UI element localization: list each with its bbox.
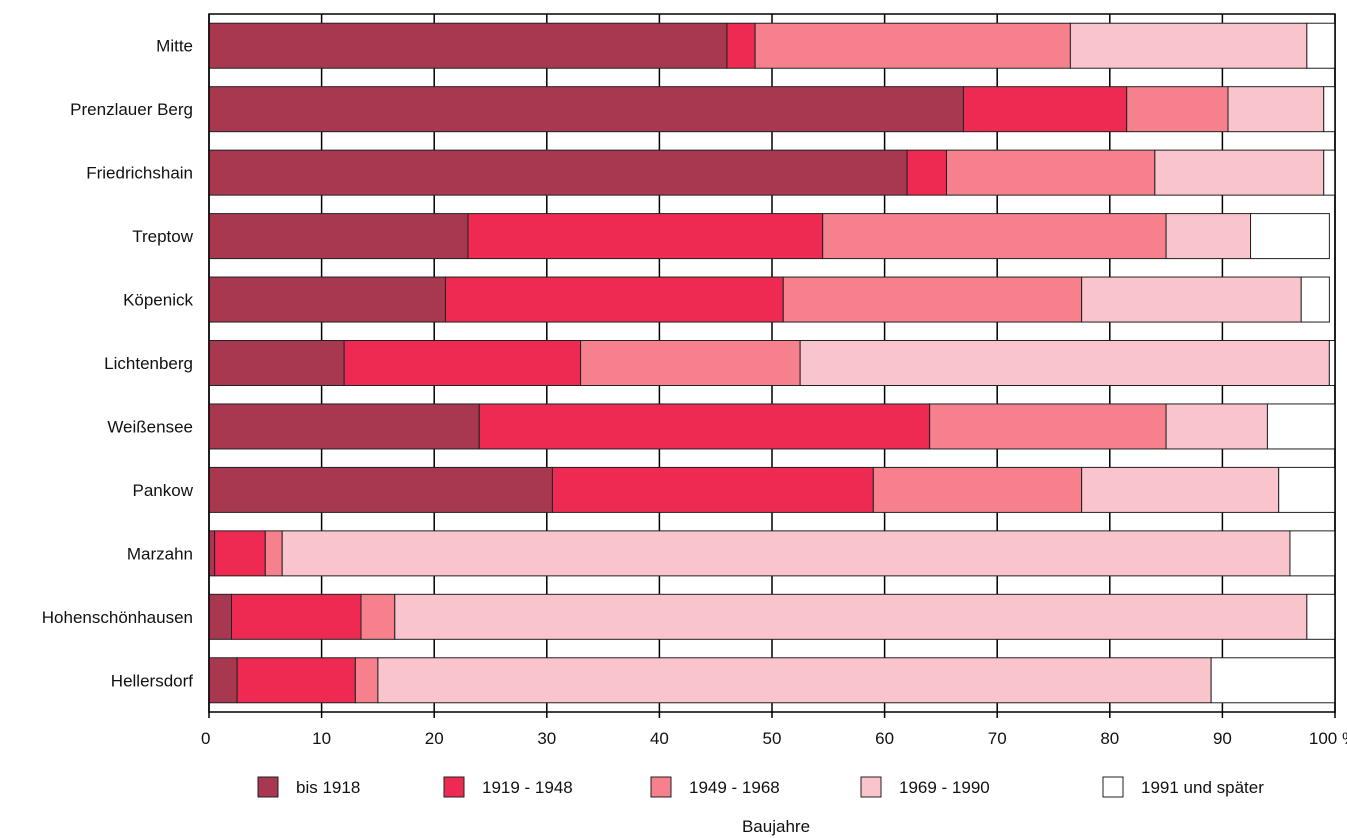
bar-mitte-bis-1918 [208,22,728,69]
x-tick-label: 50 [763,729,782,748]
bar-hellersdorf-1969-1990 [377,657,1212,704]
bar-prenzlauer-berg-1991-und-spaeter [1323,86,1336,133]
bar-koepenick-1969-1990 [1081,276,1302,323]
x-axis-ticks: 0 10 20 30 40 50 60 70 80 90 100 % [201,712,1347,748]
bar-hellersdorf-1949-1968 [354,657,379,704]
legend-item-1919-1948: 1919 - 1948 [443,776,573,798]
bar-friedrichshain-1991-und-spaeter [1323,149,1336,196]
legend: bis 1918 1919 - 1948 1949 - 1968 1969 - 199… [257,776,1264,798]
bar-pankow-bis-1918 [208,466,553,513]
x-tick-label: 10 [312,729,331,748]
legend-label: 1949 - 1968 [689,778,780,797]
category-label-pankow: Pankow [133,481,194,500]
bar-pankow-1949-1968 [872,466,1083,513]
x-tick-label: 90 [1213,729,1232,748]
bar-prenzlauer-berg-1949-1968 [1126,86,1229,133]
bar-hohenschoenhausen-bis-1918 [208,593,233,640]
bar-lichtenberg-1919-1948 [343,340,582,386]
category-label-weissensee: Weißensee [107,417,193,436]
bar-marzahn-1991-und-spaeter [1289,530,1336,577]
x-axis-label: Baujahre [742,817,810,836]
bar-mitte-1919-1948 [726,22,756,69]
legend-item-1949-1968: 1949 - 1968 [650,776,780,798]
bar-prenzlauer-berg-bis-1918 [208,86,964,133]
legend-swatch [1102,776,1124,798]
x-tick-label: 40 [650,729,669,748]
legend-swatch [860,776,882,798]
bar-lichtenberg-1949-1968 [580,340,801,386]
bar-weissensee-1949-1968 [929,403,1167,450]
legend-label: 1991 und später [1141,778,1264,797]
bar-hellersdorf-1991-und-spaeter [1210,657,1336,704]
bar-prenzlauer-berg-1919-1948 [962,86,1128,133]
bar-treptow-1919-1948 [467,213,824,260]
bar-weissensee-1969-1990 [1165,403,1268,450]
bar-pankow-1919-1948 [551,466,874,513]
bar-friedrichshain-bis-1918 [208,149,908,196]
bar-marzahn-1969-1990 [281,530,1291,577]
bar-koepenick-bis-1918 [208,276,446,323]
legend-swatch [650,776,672,798]
bar-weissensee-bis-1918 [208,403,480,450]
category-label-mitte: Mitte [156,37,193,56]
bar-mitte-1949-1968 [754,22,1071,69]
category-label-hellersdorf: Hellersdorf [111,671,193,690]
bar-treptow-1969-1990 [1165,213,1252,260]
x-tick-label: 80 [1100,729,1119,748]
category-label-prenzlauer-berg: Prenzlauer Berg [70,100,193,119]
bar-friedrichshain-1949-1968 [946,149,1156,196]
category-label-hohenschoenhausen: Hohenschönhausen [42,608,193,627]
bar-hellersdorf-1919-1948 [236,657,356,704]
legend-item-1991-und-spaeter: 1991 und später [1102,776,1264,798]
category-label-marzahn: Marzahn [127,544,193,563]
x-tick-label: 100 % [1309,729,1347,748]
bar-koepenick-1919-1948 [444,276,784,323]
bar-prenzlauer-berg-1969-1990 [1227,86,1325,133]
category-label-koepenick: Köpenick [123,291,193,310]
x-tick-label: 30 [537,729,556,748]
category-label-lichtenberg: Lichtenberg [104,354,193,373]
bar-marzahn-1949-1968 [264,530,283,577]
bar-mitte-1969-1990 [1069,22,1308,69]
bar-treptow-bis-1918 [208,213,469,260]
bar-koepenick-1991-und-spaeter [1300,276,1330,323]
legend-label: 1919 - 1948 [482,778,573,797]
bar-koepenick-1949-1968 [782,276,1083,323]
bar-lichtenberg-1991-und-spaeter [1328,340,1336,386]
bar-hellersdorf-bis-1918 [208,657,238,704]
x-tick-label: 20 [425,729,444,748]
legend-item-bis-1918: bis 1918 [257,776,360,798]
x-tick-label: 0 [201,729,210,748]
bar-weissensee-1919-1948 [478,403,931,450]
bar-marzahn-1919-1948 [214,530,266,577]
legend-item-1969-1990: 1969 - 1990 [860,776,990,798]
bar-treptow-1991-und-spaeter [1250,213,1330,260]
bar-hohenschoenhausen-1949-1968 [360,593,396,640]
bar-hohenschoenhausen-1969-1990 [394,593,1308,640]
bar-friedrichshain-1969-1990 [1154,149,1325,196]
legend-label: 1969 - 1990 [899,778,990,797]
bar-pankow-1991-und-spaeter [1278,466,1336,513]
bar-pankow-1969-1990 [1081,466,1280,513]
category-labels: Mitte Prenzlauer Berg Friedrichshain Trepto… [42,37,194,691]
bars [208,22,1336,704]
category-label-treptow: Treptow [132,227,194,246]
bar-hohenschoenhausen-1991-und-spaeter [1306,593,1336,640]
bar-weissensee-1991-und-spaeter [1266,403,1336,450]
bar-treptow-1949-1968 [822,213,1167,260]
legend-swatch [257,776,279,798]
x-tick-label: 70 [988,729,1007,748]
bar-marzahn-bis-1918 [208,530,216,577]
bar-friedrichshain-1919-1948 [906,149,948,196]
legend-swatch [443,776,465,798]
bar-lichtenberg-1969-1990 [799,340,1330,386]
bar-hohenschoenhausen-1919-1948 [231,593,362,640]
bar-mitte-1991-und-spaeter [1306,22,1336,69]
legend-label: bis 1918 [296,778,360,797]
category-label-friedrichshain: Friedrichshain [86,164,193,183]
bar-lichtenberg-bis-1918 [208,340,345,386]
x-tick-label: 60 [875,729,894,748]
